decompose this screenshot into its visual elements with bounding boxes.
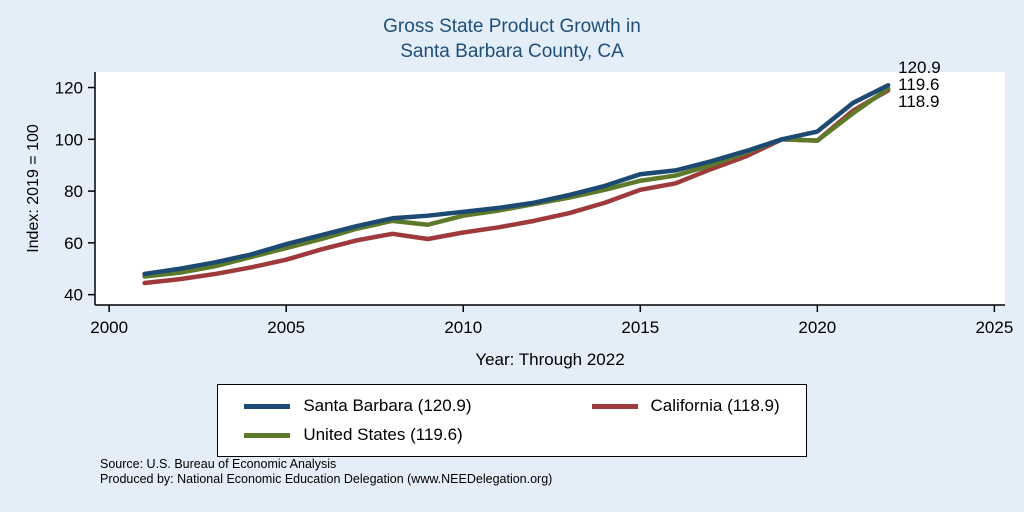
legend-label-united-states: United States (119.6) [303,425,463,444]
x-tick-label: 2015 [621,318,659,337]
end-value-label: 119.6 [898,75,939,94]
x-tick-label: 2005 [267,318,305,337]
chart-title: Gross State Product Growth in Santa Barb… [0,14,1024,64]
y-tick-label: 80 [64,182,83,201]
legend-entry-united-states: United States (119.6) [244,425,471,445]
chart-title-line2: Santa Barbara County, CA [400,41,624,62]
produced-by-line: Produced by: National Economic Education… [100,472,553,486]
y-tick-label: 40 [64,286,83,305]
x-tick-label: 2025 [975,318,1013,337]
end-value-label: 120.9 [898,58,941,77]
legend: Santa Barbara (120.9) California (118.9)… [0,384,1024,457]
legend-entry-california: California (118.9) [591,396,780,416]
y-axis-title: Index: 2019 = 100 [25,124,42,253]
legend-entry-santa-barbara: Santa Barbara (120.9) [244,396,472,416]
y-tick-label: 60 [64,234,83,253]
chart-svg: 40 60 80 100 120 2000 2005 2010 2015 2020 2025 Inde… [25,58,1013,337]
end-value-label: 118.9 [898,92,939,111]
legend-label-santa-barbara: Santa Barbara (120.9) [303,396,472,415]
series-line-santa-barbara [142,82,891,277]
california-line-swatch [591,403,638,409]
source-line: Source: U.S. Bureau of Economic Analysis [100,457,337,471]
united-states-line-swatch [244,432,291,438]
x-tick-label: 2010 [444,318,482,337]
legend-box: Santa Barbara (120.9) California (118.9)… [217,384,807,457]
chart-title-line1: Gross State Product Growth in [383,16,641,37]
source-note: Source: U.S. Bureau of Economic Analysis… [100,457,552,487]
santa-barbara-line-swatch [244,403,291,409]
y-tick-label: 100 [55,130,83,149]
x-tick-label: 2000 [90,318,128,337]
x-tick-label: 2020 [798,318,836,337]
legend-label-california: California (118.9) [650,396,780,415]
y-tick-label: 120 [55,79,83,98]
x-axis-title: Year: Through 2022 [475,350,625,369]
